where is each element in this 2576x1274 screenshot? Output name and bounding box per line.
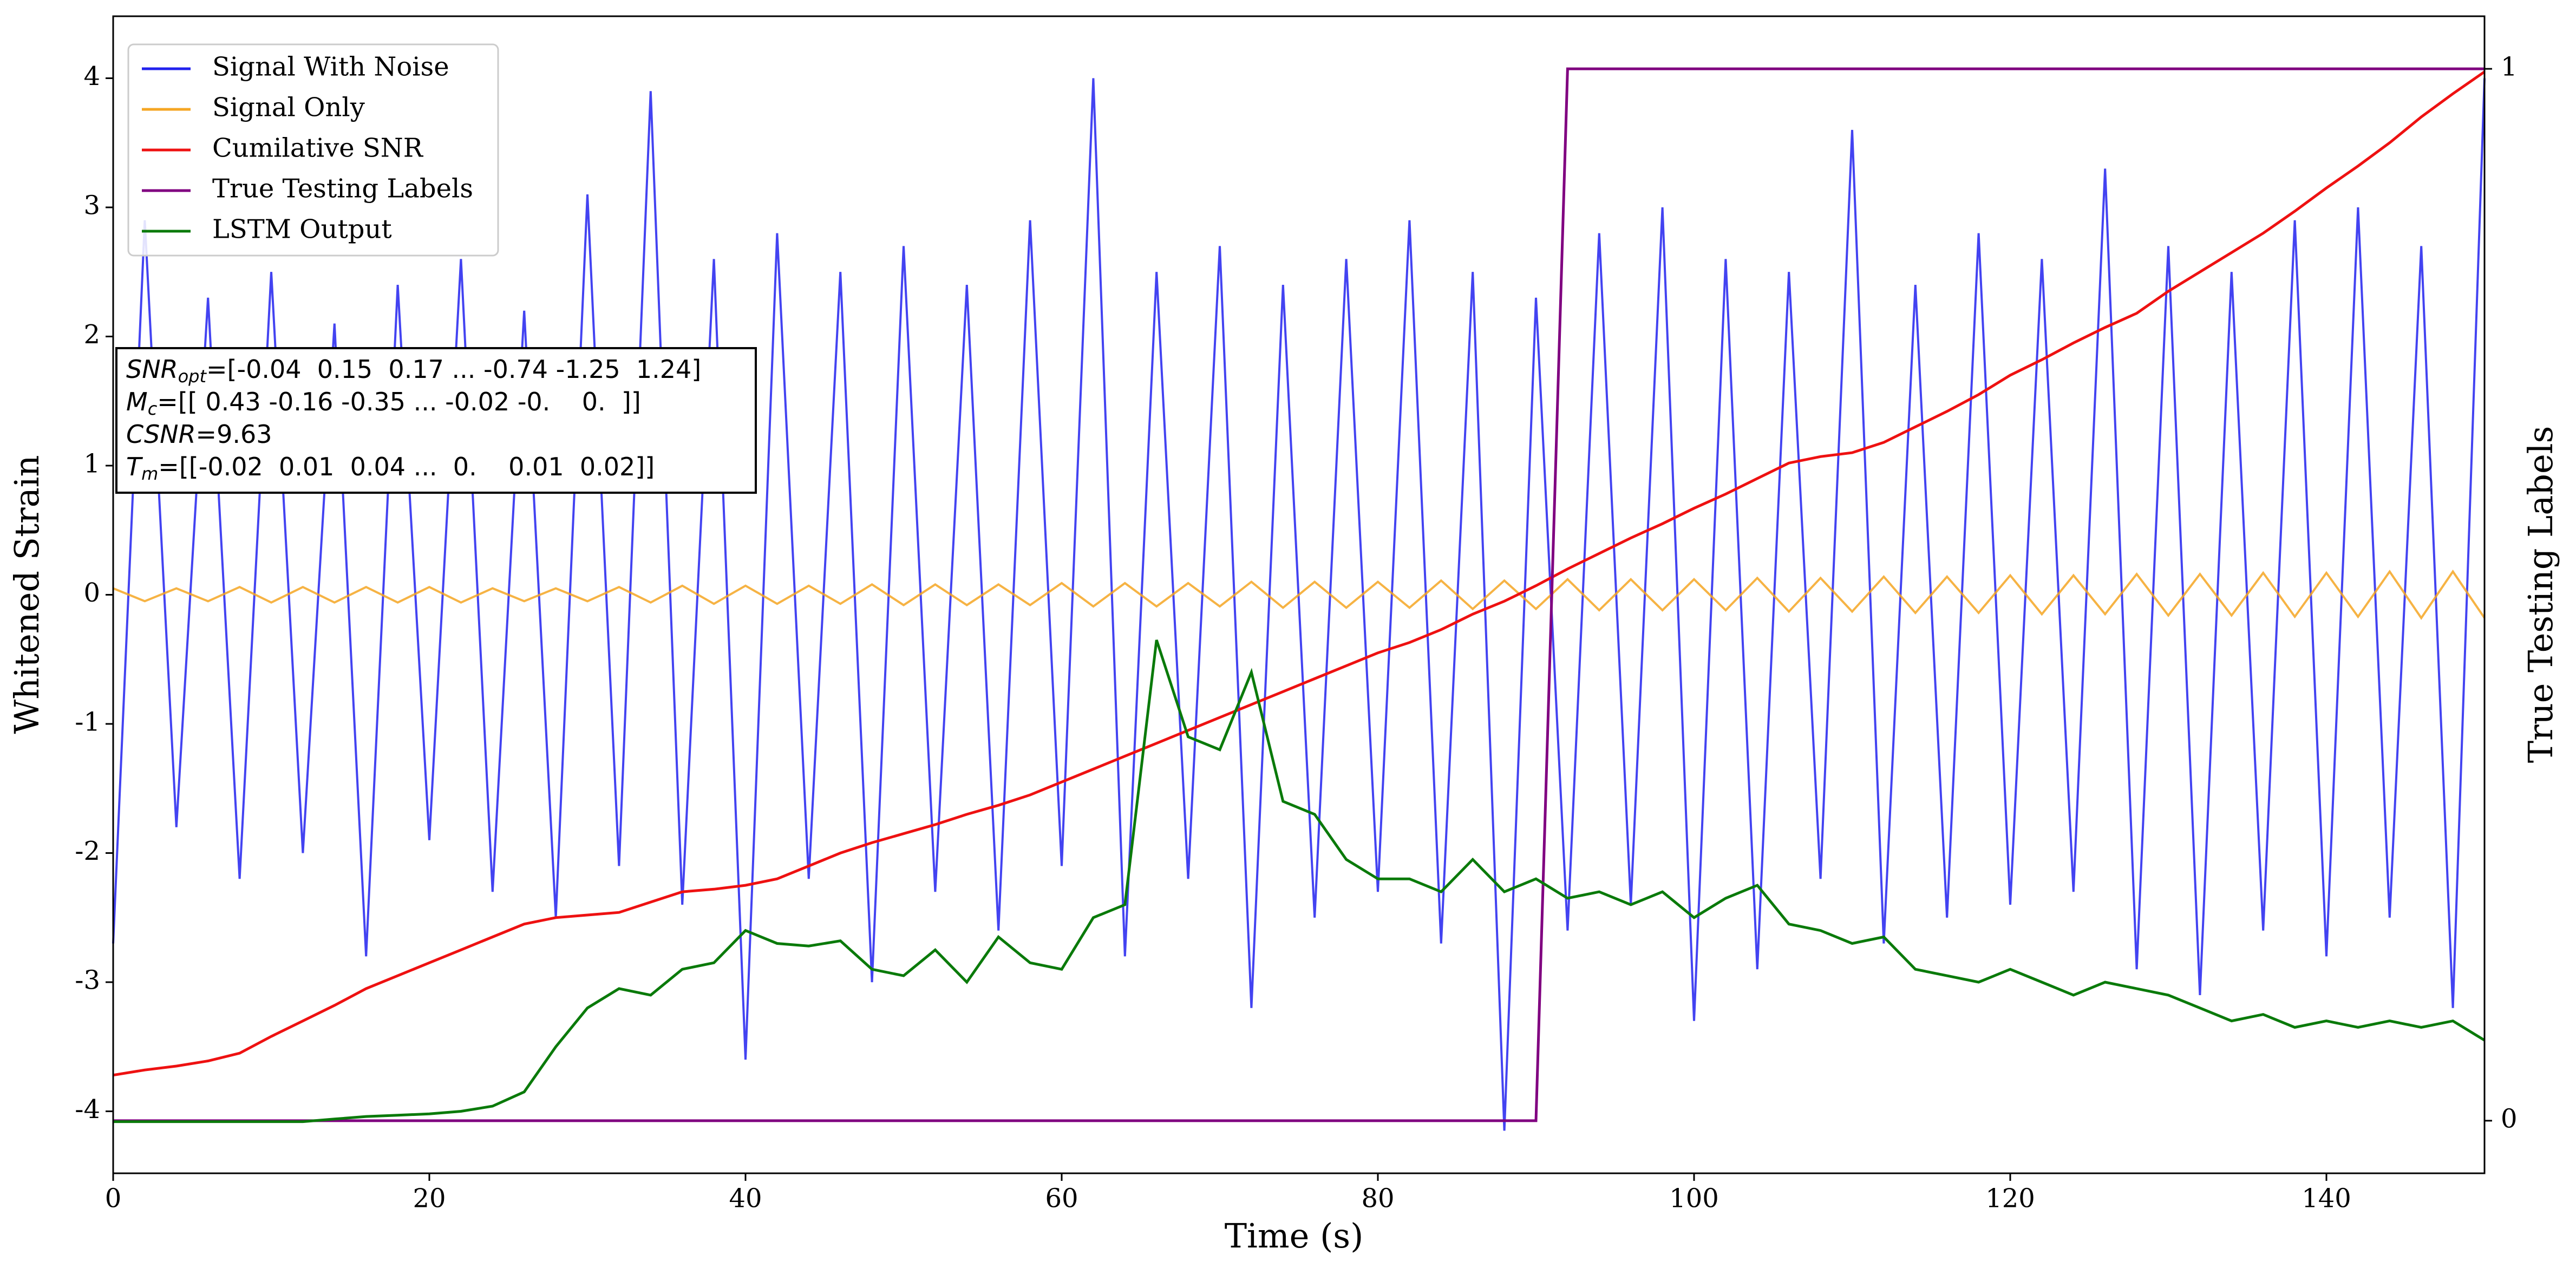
annotation-box (115, 347, 757, 494)
annotation-symbol: SNR (126, 355, 178, 384)
series-line (113, 570, 2486, 620)
legend-label: Signal With Noise (212, 52, 449, 82)
annotation-symbol: T (126, 452, 143, 481)
x-tick-label: 100 (1669, 1184, 1719, 1214)
annotation-subscript: c (148, 398, 158, 419)
series-line (112, 78, 2486, 1131)
series-line (113, 639, 2486, 1123)
x-tick-label: 120 (1985, 1184, 2035, 1214)
series-line (113, 70, 2486, 1077)
x-tick-label: 80 (1361, 1184, 1394, 1214)
legend-label: True Testing Labels (212, 174, 473, 204)
y-tick-label: -2 (75, 836, 100, 866)
annotation-text: =9.63 (196, 420, 272, 449)
annotation-subscript: opt (178, 366, 207, 387)
annotation-text: =[-0.04 0.15 0.17 ... -0.74 -1.25 1.24] (206, 355, 701, 384)
y-tick-label: 4 (83, 61, 100, 92)
annotation-symbol: M (126, 387, 148, 416)
annotation-text: =[[ 0.43 -0.16 -0.35 ... -0.02 -0. 0. ]] (157, 387, 641, 416)
x-axis-label: Time (s) (1225, 1216, 1364, 1256)
y2-tick-label: 0 (2501, 1103, 2518, 1134)
legend-label: Signal Only (212, 93, 365, 123)
y-tick-label: 1 (83, 448, 100, 479)
x-tick-label: 40 (729, 1184, 762, 1214)
legend-label: Cumilative SNR (212, 133, 424, 164)
y2-tick-label: 1 (2501, 52, 2518, 82)
y-axis-label: Whitened Strain (7, 455, 47, 734)
y-tick-label: -3 (75, 965, 100, 996)
annotation-line: SNRopt=[-0.04 0.15 0.17 ... -0.74 -1.25 … (126, 355, 701, 387)
legend-label: LSTM Output (212, 214, 392, 245)
annotation-symbol: CSNR (126, 420, 196, 449)
annotation-subscript: m (141, 463, 158, 484)
annotation-text: =[[-0.02 0.01 0.04 ... 0. 0.01 0.02]] (158, 452, 655, 481)
y-tick-label: 0 (83, 578, 100, 608)
y2-axis-label: True Testing Labels (2521, 426, 2560, 763)
annotation-line: CSNR=9.63 (126, 420, 272, 449)
series-line (113, 67, 2485, 1122)
y-tick-label: -1 (75, 707, 100, 737)
annotation-line: Tm=[[-0.02 0.01 0.04 ... 0. 0.01 0.02]] (126, 452, 655, 485)
annotation-line: Mc=[[ 0.43 -0.16 -0.35 ... -0.02 -0. 0. … (126, 387, 641, 420)
x-tick-label: 20 (413, 1184, 446, 1214)
x-tick-label: 60 (1045, 1184, 1078, 1214)
legend-box (127, 43, 499, 257)
x-tick-label: 0 (105, 1184, 122, 1214)
y-tick-label: -4 (75, 1094, 100, 1125)
y-tick-label: 3 (83, 190, 100, 220)
y-tick-label: 2 (83, 319, 100, 350)
x-tick-label: 140 (2302, 1184, 2351, 1214)
